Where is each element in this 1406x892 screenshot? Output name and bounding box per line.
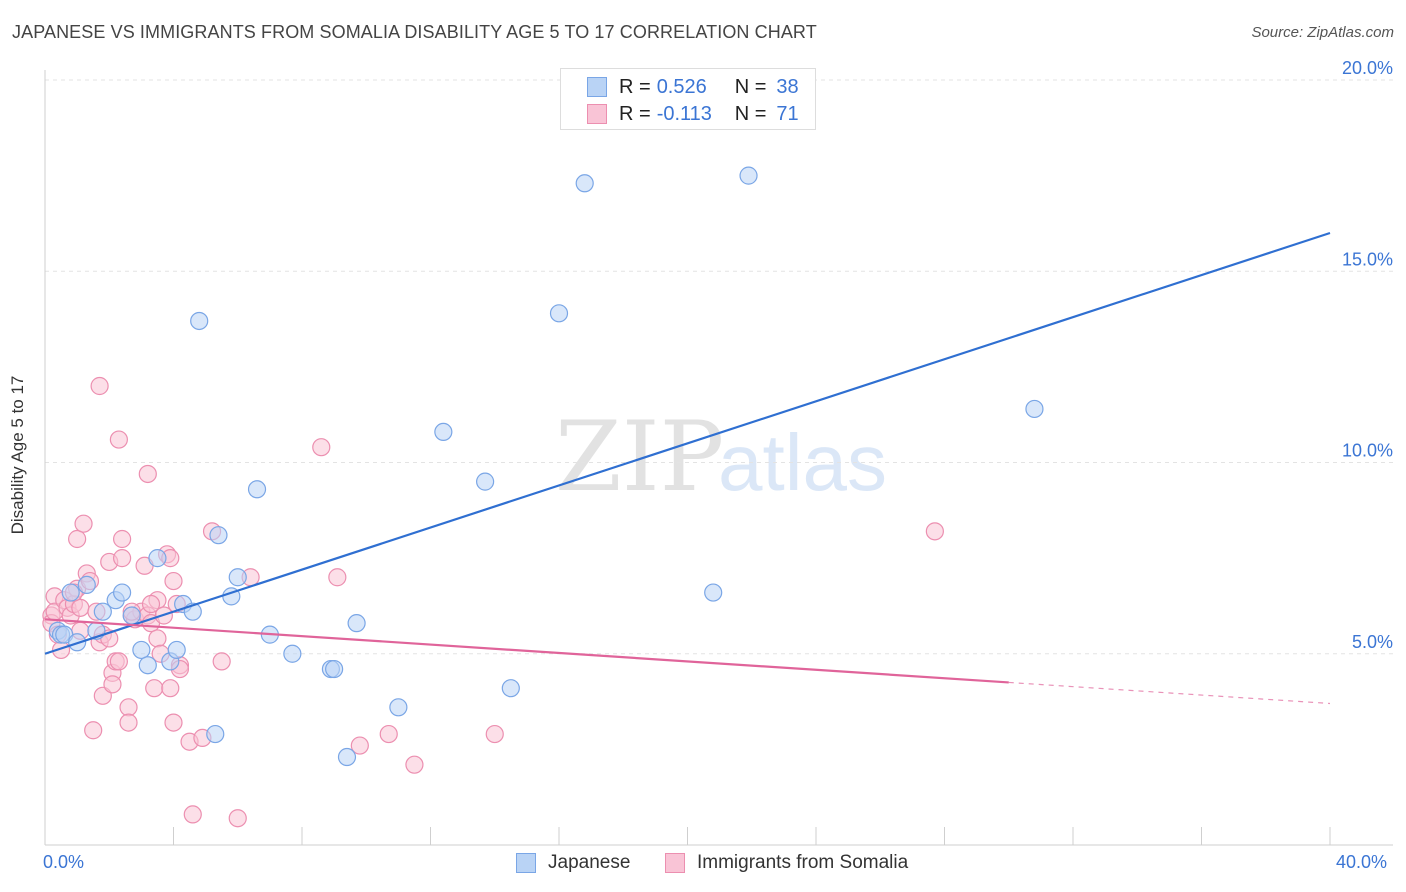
legend-swatch-somalia <box>665 853 685 873</box>
legend-series: Japanese Immigrants from Somalia <box>0 852 1406 878</box>
somalia-point <box>405 755 424 774</box>
legend-item-japanese[interactable]: Japanese <box>516 852 630 874</box>
japanese-point <box>148 549 167 568</box>
somalia-point <box>145 679 164 698</box>
japanese-point <box>132 640 151 660</box>
japanese-point <box>337 747 357 767</box>
japanese-point <box>122 606 141 625</box>
y-tick-label: 20.0% <box>1342 58 1393 78</box>
japanese-point <box>739 166 758 185</box>
japanese-point <box>283 644 302 663</box>
x-tick-label-max: 40.0% <box>1336 852 1388 872</box>
japanese-point <box>549 304 569 323</box>
legend-stats-row-somalia: R = -0.113 N = 71 <box>587 101 799 127</box>
japanese-point <box>206 724 225 744</box>
legend-item-somalia[interactable]: Immigrants from Somalia <box>665 852 908 874</box>
watermark-atlas: atlas <box>718 418 887 507</box>
legend-r-label: R = <box>619 102 651 125</box>
legend-n-label: N = <box>734 75 767 98</box>
y-tick-label: 5.0% <box>1352 632 1393 652</box>
watermark: ZIP atlas <box>555 401 887 513</box>
somalia-point <box>164 713 183 732</box>
somalia-point <box>350 736 369 755</box>
somalia-point <box>379 724 398 744</box>
legend-r-value: 0.526 <box>656 75 707 98</box>
legend-r-value: -0.113 <box>656 102 712 125</box>
somalia-point <box>84 721 103 740</box>
trend-line-japanese <box>44 231 1331 655</box>
somalia-point <box>112 549 132 568</box>
japanese-point <box>190 311 209 331</box>
somalia-point <box>138 464 157 484</box>
legend-stats: R = 0.526 N = 38 R = -0.113 N = 71 <box>560 68 816 130</box>
y-axis-label: Disability Age 5 to 17 <box>8 375 27 535</box>
japanese-point <box>434 422 453 441</box>
somalia-point <box>328 568 347 587</box>
chart-title: JAPANESE VS IMMIGRANTS FROM SOMALIA DISA… <box>12 22 817 42</box>
japanese-point <box>167 640 186 660</box>
somalia-point <box>90 376 109 396</box>
legend-stats-row-japanese: R = 0.526 N = 38 <box>587 74 799 100</box>
japanese-point <box>93 602 112 621</box>
japanese-point <box>228 568 247 587</box>
japanese-point <box>347 614 366 633</box>
japanese-point <box>247 480 267 499</box>
grid-lines <box>45 79 1393 655</box>
somalia-point <box>119 698 138 717</box>
japanese-point <box>209 526 228 545</box>
japanese-point <box>575 174 594 193</box>
somalia-point <box>74 514 93 533</box>
trend-line-somalia <box>44 618 1009 684</box>
japanese-point <box>325 659 344 679</box>
somalia-point <box>925 522 944 541</box>
legend-label-somalia: Immigrants from Somalia <box>697 852 909 873</box>
axes <box>44 70 1393 846</box>
y-tick-labels: 5.0% 10.0% 15.0% 20.0% <box>1342 58 1393 652</box>
japanese-point <box>704 583 723 602</box>
japanese-point <box>61 583 80 602</box>
legend-r-label: R = <box>619 75 651 98</box>
legend-swatch-japanese <box>587 77 607 97</box>
somalia-point <box>141 594 161 614</box>
legend-swatch-somalia <box>587 104 607 124</box>
somalia-point <box>164 571 183 591</box>
somalia-point <box>212 652 231 671</box>
japanese-point <box>77 575 96 595</box>
watermark-zip: ZIP <box>555 401 724 513</box>
somalia-point <box>161 679 180 698</box>
y-tick-label: 10.0% <box>1342 441 1393 461</box>
somalia-point <box>148 629 167 648</box>
somalia-point <box>68 529 87 549</box>
somalia-point <box>183 805 202 824</box>
japanese-point <box>1025 399 1044 419</box>
legend-swatch-japanese <box>516 853 536 873</box>
legend-n-label: N = <box>734 102 767 125</box>
legend-label-japanese: Japanese <box>548 852 631 873</box>
somalia-point <box>71 598 90 617</box>
trend-lines <box>44 231 1331 705</box>
somalia-point <box>103 675 122 694</box>
japanese-point <box>138 656 157 675</box>
trend-line-somalia-extension <box>1008 681 1331 705</box>
chart-source: Source: ZipAtlas.com <box>1251 24 1394 41</box>
somalia-point <box>109 430 128 449</box>
somalia-point <box>119 713 138 732</box>
legend-n-value: 38 <box>776 75 799 98</box>
japanese-point <box>389 698 408 717</box>
legend-n-value: 71 <box>776 102 799 125</box>
somalia-point <box>228 809 247 828</box>
somalia-point <box>485 724 504 744</box>
somalia-point <box>109 652 128 671</box>
x-tick-label-min: 0.0% <box>43 852 85 872</box>
series-japanese-points <box>48 166 1044 767</box>
somalia-point <box>312 438 331 457</box>
japanese-point <box>476 472 495 491</box>
y-tick-label: 15.0% <box>1342 249 1393 269</box>
somalia-point <box>112 529 132 549</box>
japanese-point <box>501 679 520 698</box>
japanese-point <box>112 583 132 602</box>
